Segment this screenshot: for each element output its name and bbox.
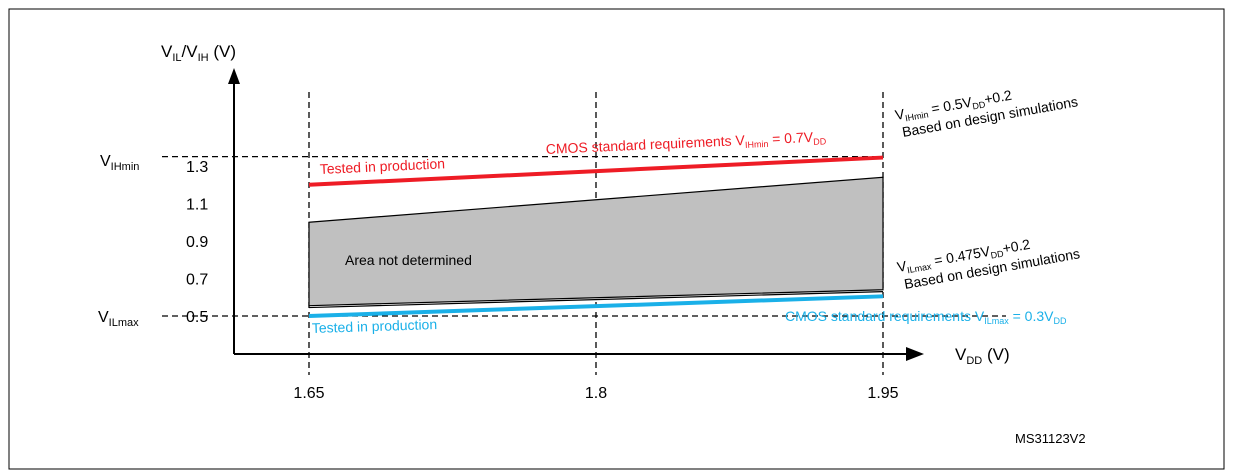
y-tick-label: 0.5: [186, 309, 208, 326]
series-lines: [308, 155, 884, 318]
figure-id-label: MS31123V2: [1015, 431, 1086, 446]
y-tick-label: 1.1: [186, 197, 208, 214]
blue-requirement-label: CMOS standard requirements VILmax = 0.3V…: [785, 308, 1067, 326]
vihmin-formula: VIHmin = 0.5VDD+0.2: [894, 87, 1014, 125]
red-tested-label: Tested in production: [319, 155, 445, 177]
x-axis-arrow: [906, 347, 924, 361]
y-axis-arrow: [228, 68, 240, 84]
blue-series-line: [308, 294, 884, 318]
red-series-line: [308, 155, 884, 187]
area-lower-boundary-line: [308, 291, 884, 309]
blue-tested-label: Tested in production: [312, 316, 438, 336]
area-label: Area not determined: [345, 252, 472, 268]
x-tick-label: 1.65: [293, 385, 324, 402]
vilmax-tick-label: VILmax: [98, 309, 139, 329]
y-tick-label: 0.9: [186, 234, 208, 251]
y-tick-label: 1.3: [186, 159, 208, 176]
x-tick-labels: 1.65 1.8 1.95: [293, 385, 898, 402]
x-tick-label: 1.95: [867, 385, 898, 402]
y-tick-label: 0.7: [186, 272, 208, 289]
y-axis-title: VIL/VIH (V): [161, 42, 236, 64]
x-axis-title: VDD (V): [955, 345, 1010, 367]
x-tick-label: 1.8: [585, 385, 607, 402]
y-tick-labels: 0.5 0.7 0.9 1.1 1.3: [186, 159, 208, 326]
area-not-determined: [308, 176, 884, 307]
vihmin-tick-label: VIHmin: [100, 153, 139, 173]
